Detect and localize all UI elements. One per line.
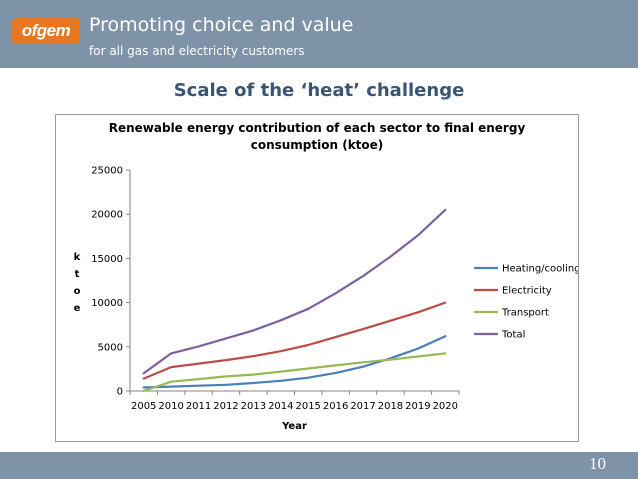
legend-label-electricity: Electricity [502, 286, 552, 297]
y-tick-label: 10000 [91, 298, 123, 309]
x-tick-label: 2018 [378, 401, 403, 412]
x-tick-label: 2005 [131, 401, 156, 412]
series-line-heating-cooling [142, 335, 447, 389]
x-tick-label: 2012 [213, 401, 238, 412]
x-tick-label: 2014 [268, 401, 293, 412]
footer-bar: 10 [0, 452, 638, 479]
legend-label-total: Total [501, 330, 525, 341]
x-tick-label: 2010 [158, 401, 183, 412]
chart-title-line: consumption (ktoe) [251, 138, 384, 152]
x-tick-label: 2013 [241, 401, 266, 412]
tagline-primary: Promoting choice and value [89, 14, 354, 36]
header-bar: ofgem Promoting choice and value for all… [0, 0, 638, 68]
page-number: 10 [589, 454, 606, 473]
y-tick-label: 0 [117, 387, 123, 398]
legend-label-transport: Transport [501, 308, 549, 319]
ofgem-logo: ofgem [12, 18, 80, 44]
x-tick-label: 2019 [405, 401, 430, 412]
series-line-transport [142, 352, 447, 393]
series-line-electricity [142, 301, 447, 380]
x-tick-label: 2016 [323, 401, 348, 412]
x-tick-label: 2020 [433, 401, 458, 412]
x-axis-label: Year [281, 421, 307, 432]
y-tick-label: 20000 [91, 210, 123, 221]
series-line-total [142, 208, 447, 375]
y-tick-label: 5000 [98, 342, 123, 353]
line-chart: Renewable energy contribution of each se… [74, 121, 581, 432]
tagline-secondary: for all gas and electricity customers [89, 44, 305, 58]
slide-title: Scale of the ‘heat’ challenge [173, 80, 465, 101]
x-tick-label: 2017 [350, 401, 375, 412]
y-tick-label: 15000 [91, 254, 123, 265]
y-tick-label: 25000 [91, 166, 123, 177]
chart-frame: Renewable energy contribution of each se… [55, 114, 581, 442]
x-tick-label: 2011 [186, 401, 211, 412]
chart-title-line: Renewable energy contribution of each se… [109, 121, 526, 135]
x-tick-label: 2015 [295, 401, 320, 412]
legend-label-heating-cooling: Heating/cooling [502, 264, 578, 275]
